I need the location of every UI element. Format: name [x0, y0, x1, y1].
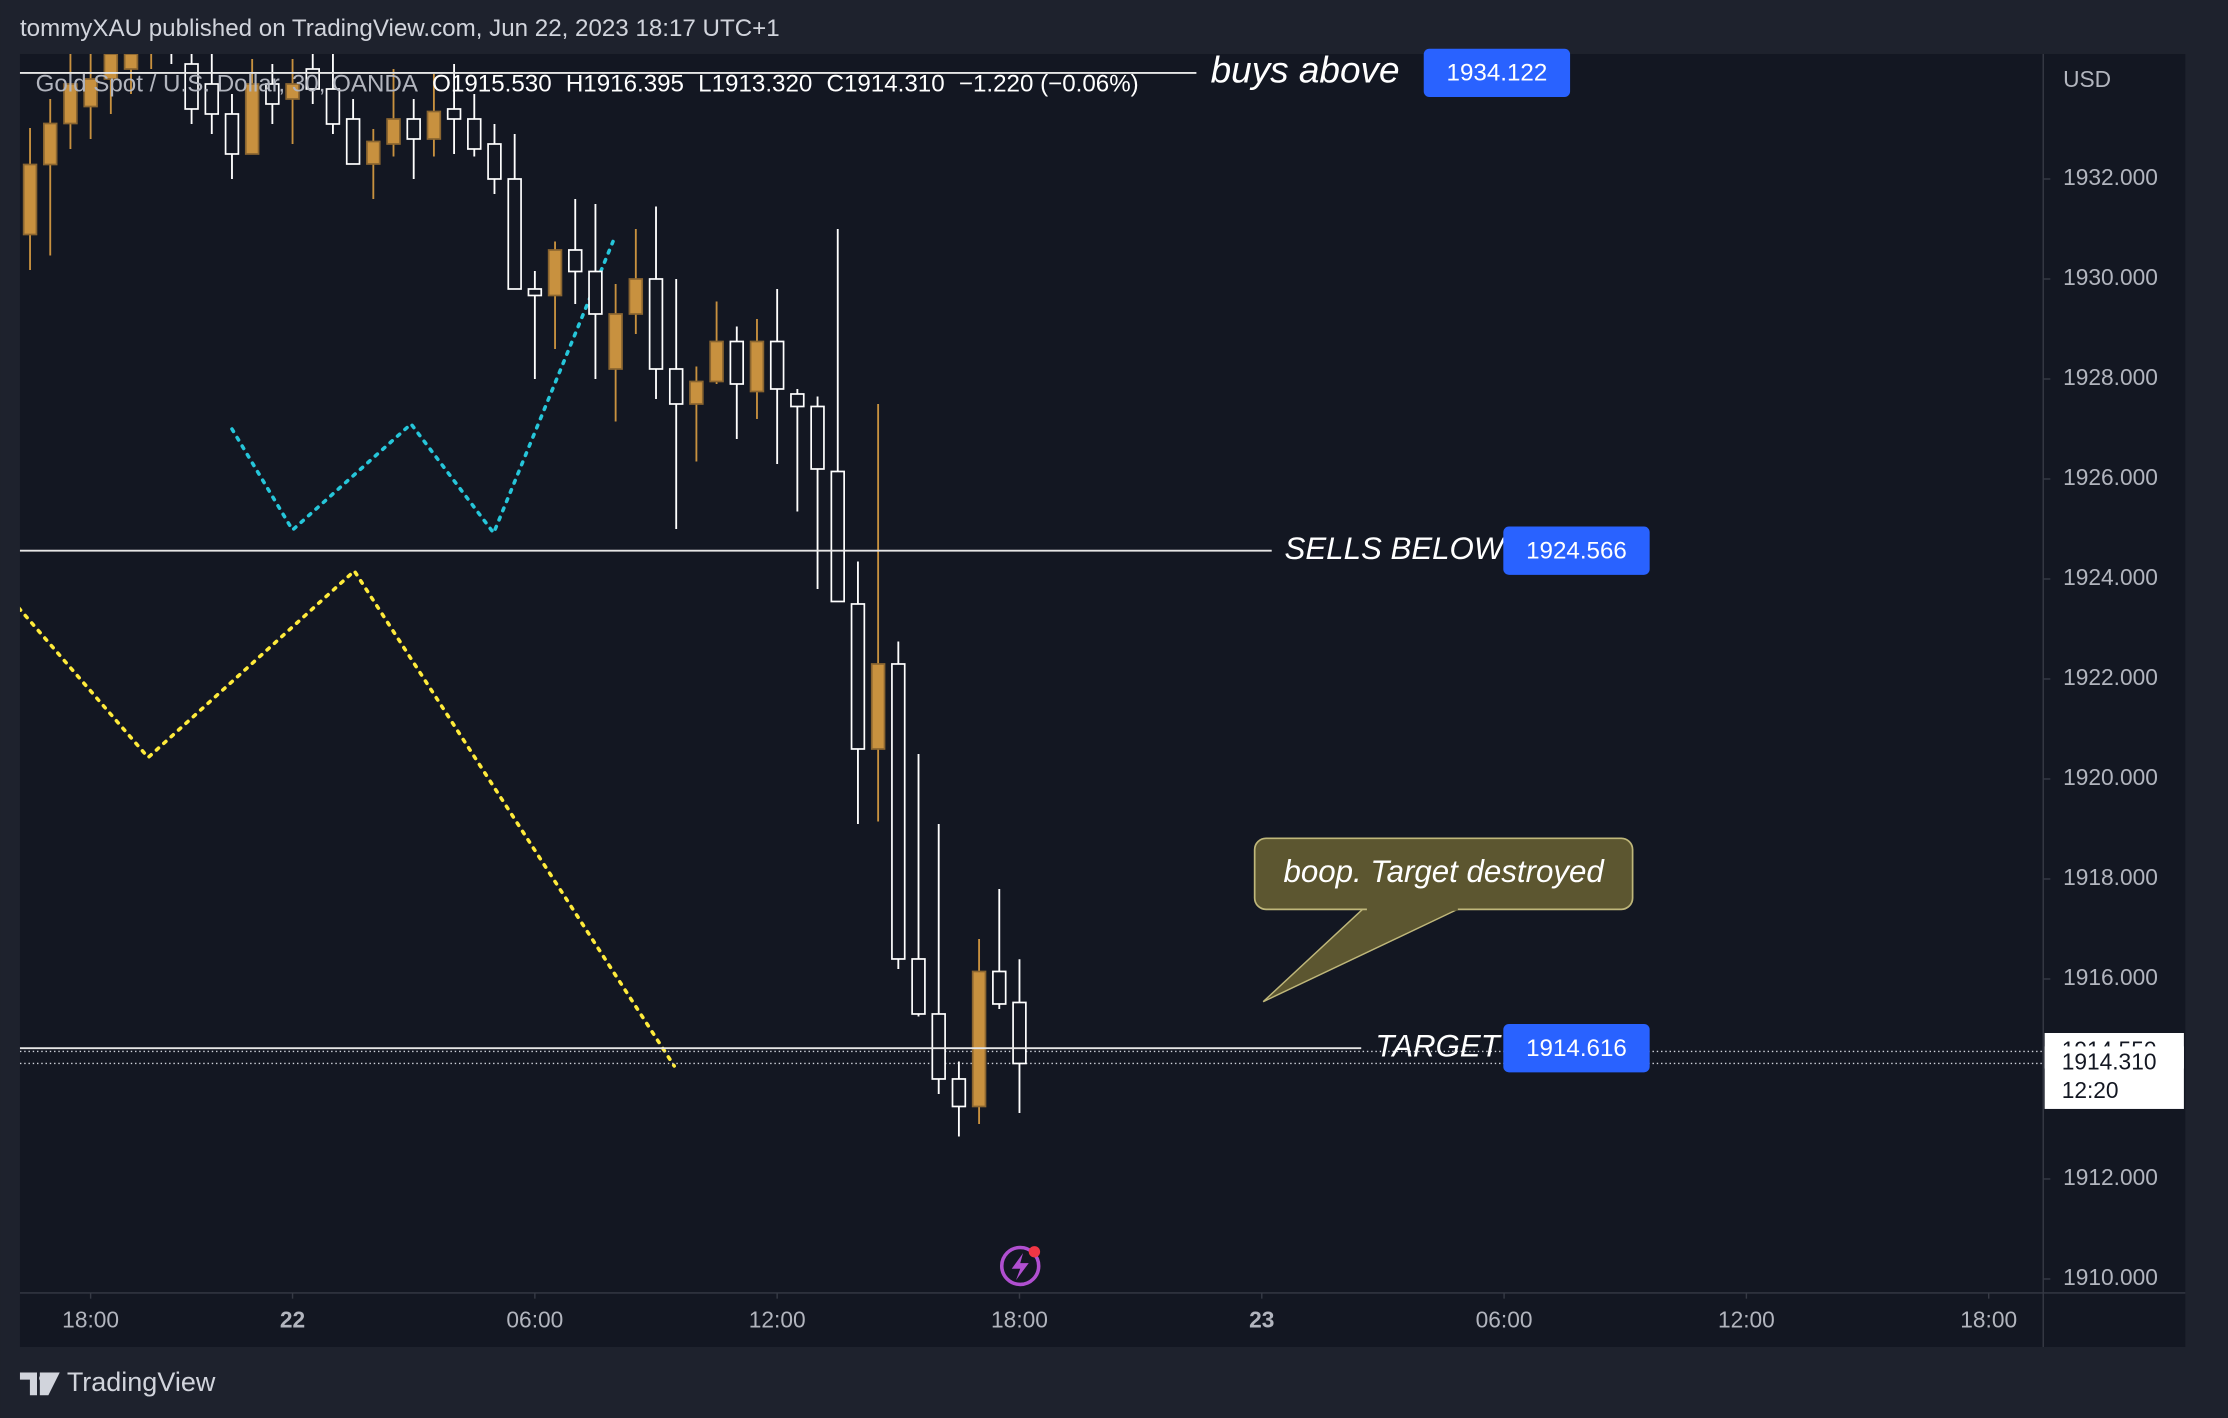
candle-body — [648, 278, 664, 370]
level-label: SELLS BELOW — [1285, 531, 1506, 566]
candle-body — [810, 405, 825, 470]
candle-body — [689, 380, 704, 405]
x-tick-label: 23 — [1249, 1306, 1274, 1332]
y-tick-label: 1924.000 — [2063, 564, 2158, 590]
zigzag-drawing — [19, 568, 676, 1068]
level-label: TARGET — [1375, 1028, 1501, 1063]
ohlc-value: L1913.320 — [698, 71, 812, 98]
countdown-label: 12:20 — [2062, 1077, 2119, 1103]
zigzag-drawing — [230, 239, 615, 537]
x-tick-label: 06:00 — [506, 1306, 563, 1332]
candle-body — [527, 288, 543, 297]
y-tick-label: 1930.000 — [2063, 264, 2158, 290]
level-price: 1924.566 — [1526, 537, 1627, 564]
candle-body — [224, 113, 240, 155]
candle-body — [467, 118, 482, 150]
candle-body — [184, 63, 199, 110]
candle-body — [123, 53, 139, 70]
currency-label: USD — [2063, 66, 2111, 92]
ohlc-value: C1914.310 — [827, 71, 945, 98]
brand-name: TradingView — [67, 1367, 216, 1397]
level-price: 1914.616 — [1526, 1035, 1627, 1062]
x-tick-label: 12:00 — [749, 1306, 806, 1332]
candle-body — [911, 958, 926, 1015]
brand-logo — [19, 1372, 60, 1396]
candle-body — [850, 603, 866, 750]
y-tick-label: 1910.000 — [2063, 1264, 2158, 1290]
ohlc-value: −1.220 (−0.06%) — [959, 71, 1139, 98]
candle-body — [325, 88, 341, 125]
x-tick-label: 06:00 — [1476, 1306, 1533, 1332]
candle-body — [386, 118, 401, 145]
symbol-legend: Gold Spot / U.S. Dollar, 30, OANDA O1915.… — [36, 71, 1139, 98]
candle-body — [285, 83, 300, 100]
candle-body — [487, 143, 502, 180]
candle-body — [790, 393, 805, 408]
candle-body — [507, 178, 522, 290]
candle-body — [992, 970, 1007, 1005]
candle-body — [426, 110, 442, 140]
x-tick-label: 12:00 — [1718, 1306, 1775, 1332]
y-tick-label: 1920.000 — [2063, 764, 2158, 790]
candle-body — [265, 83, 280, 105]
price-axis-label: 1914.310 — [2062, 1048, 2157, 1074]
candle-body — [22, 163, 38, 236]
candle-body — [406, 118, 421, 140]
candle-body — [668, 368, 684, 405]
candle-body — [628, 278, 644, 315]
candle-body — [345, 118, 361, 165]
x-tick-label: 18:00 — [991, 1306, 1048, 1332]
candle-body — [204, 83, 220, 115]
y-tick-label: 1918.000 — [2063, 864, 2158, 890]
callout-text: boop. Target destroyed — [1284, 854, 1606, 889]
overlay: 1910.000 1912.000 1916.000 1918.000 1920.000… — [19, 48, 2184, 1332]
price-axis-box — [2044, 1046, 2184, 1109]
candle-body — [709, 340, 724, 383]
candle-body — [608, 313, 623, 370]
candle-body — [971, 970, 987, 1108]
x-tick-label: 18:00 — [62, 1306, 119, 1332]
candle-body — [63, 83, 78, 125]
callout-seam — [1366, 905, 1458, 911]
alert-icon[interactable] — [999, 1245, 1041, 1287]
candle-body — [588, 270, 603, 315]
level-price-box — [1503, 1024, 1650, 1073]
candle-body — [244, 83, 260, 155]
ohlc-value: O1915.530 — [432, 71, 551, 98]
ohlc-value: H1916.395 — [566, 71, 684, 98]
y-tick-label: 1926.000 — [2063, 464, 2158, 490]
candle-body — [1012, 1001, 1027, 1065]
level-price-box — [1503, 526, 1650, 575]
level-label: buys above — [1211, 50, 1400, 91]
symbol-name: Gold Spot / U.S. Dollar, 30, OANDA — [36, 71, 419, 98]
y-tick-label: 1928.000 — [2063, 364, 2158, 390]
publisher-line: tommyXAU published on TradingView.com, J… — [20, 15, 780, 42]
x-tick-label: 22 — [280, 1306, 305, 1332]
candle-body — [366, 140, 381, 165]
y-tick-label: 1932.000 — [2063, 164, 2158, 190]
x-tick-label: 18:00 — [1960, 1306, 2017, 1332]
candle-body — [749, 340, 765, 393]
y-tick-label: 1912.000 — [2063, 1164, 2158, 1190]
candle-body — [567, 249, 583, 273]
candle-body — [547, 249, 563, 297]
level-price: 1934.122 — [1447, 60, 1548, 87]
candle-body — [83, 78, 98, 108]
candle-body — [769, 340, 785, 390]
candle-body — [951, 1078, 967, 1108]
candle-body — [870, 663, 886, 750]
candle-body — [42, 122, 58, 166]
y-tick-label: 1922.000 — [2063, 664, 2158, 690]
y-tick-label: 1916.000 — [2063, 964, 2158, 990]
candle-body — [891, 663, 906, 960]
level-price-box — [1423, 48, 1571, 98]
candle-body — [446, 108, 462, 120]
candle-body — [830, 470, 845, 603]
chart-panel — [19, 53, 2186, 1347]
candle-body — [729, 340, 745, 385]
candle-body — [305, 68, 320, 90]
candle-body — [931, 1013, 946, 1080]
